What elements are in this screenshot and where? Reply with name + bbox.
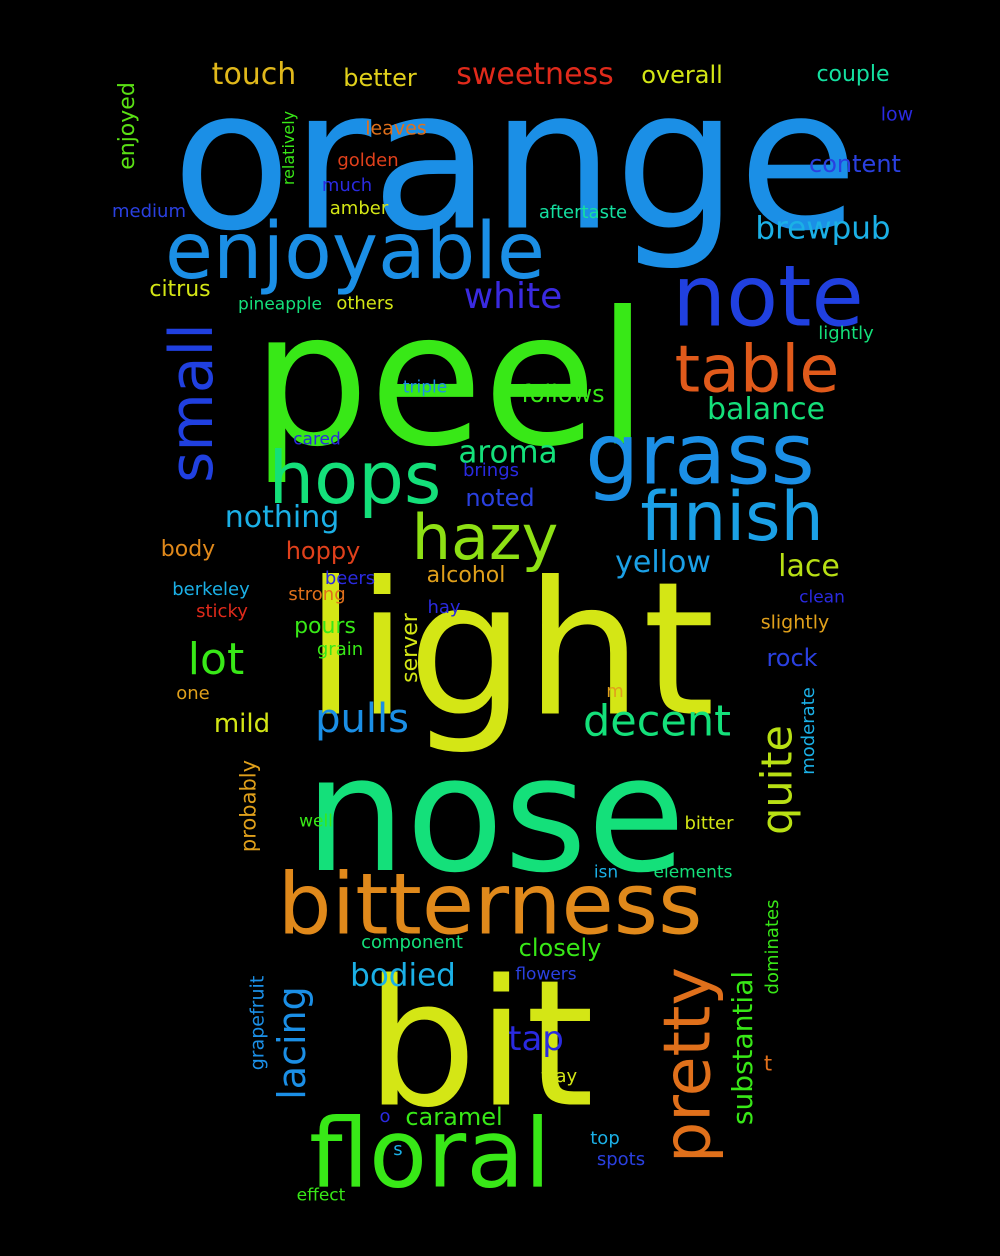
- cloud-word: aftertaste: [538, 202, 628, 223]
- cloud-word: brewpub: [755, 210, 891, 247]
- cloud-word: isn: [593, 862, 619, 883]
- cloud-word: brings: [462, 460, 520, 481]
- cloud-word: pretty: [650, 967, 726, 1163]
- cloud-word: server: [398, 613, 423, 683]
- cloud-word: light: [304, 541, 716, 758]
- cloud-word: body: [160, 537, 216, 562]
- cloud-word: effect: [296, 1185, 346, 1206]
- cloud-word: bitterness: [277, 855, 703, 955]
- cloud-word: top: [590, 1128, 620, 1149]
- cloud-word: strong: [288, 584, 346, 605]
- cloud-word: hoppy: [285, 537, 361, 565]
- cloud-word: couple: [816, 62, 890, 87]
- cloud-word: component: [361, 932, 463, 953]
- cloud-word: flowers: [515, 964, 577, 985]
- cloud-word: lace: [778, 549, 840, 584]
- cloud-word: bit: [365, 943, 595, 1147]
- cloud-word: enjoyable: [165, 207, 545, 297]
- cloud-word: enjoyed: [115, 82, 140, 170]
- cloud-word: follows: [521, 380, 605, 408]
- cloud-word: caramel: [405, 1103, 503, 1131]
- cloud-word: hops: [268, 436, 442, 520]
- cloud-word: pours: [294, 614, 356, 639]
- cloud-word: pineapple: [238, 294, 322, 315]
- cloud-word: triple: [402, 377, 448, 398]
- cloud-word: lacing: [270, 986, 314, 1100]
- cloud-word: citrus: [149, 277, 211, 302]
- cloud-word: note: [672, 247, 864, 347]
- cloud-word: bitter: [684, 813, 734, 834]
- cloud-word: yellow: [615, 545, 711, 580]
- cloud-word: lightly: [818, 323, 874, 344]
- cloud-word: pulls: [315, 696, 409, 742]
- cloud-word: mild: [213, 709, 271, 739]
- cloud-word: grapefruit: [246, 975, 269, 1071]
- cloud-word: leaves: [365, 117, 427, 140]
- cloud-word: decent: [583, 696, 731, 747]
- cloud-word: o: [379, 1106, 391, 1127]
- cloud-word: one: [176, 683, 210, 704]
- cloud-word: moderate: [798, 687, 819, 775]
- cloud-word: lot: [187, 634, 245, 685]
- cloud-word: balance: [706, 392, 826, 427]
- cloud-word: beers: [324, 568, 376, 589]
- cloud-word: floral: [309, 1099, 551, 1210]
- cloud-word: others: [336, 293, 394, 314]
- cloud-word: rock: [766, 644, 818, 672]
- cloud-word: clean: [799, 587, 845, 608]
- cloud-word: grass: [585, 405, 815, 505]
- cloud-word: medium: [112, 201, 186, 222]
- cloud-word: bodied: [350, 957, 456, 994]
- cloud-word: noted: [465, 484, 535, 512]
- cloud-word: well: [299, 811, 333, 832]
- cloud-word: sweetness: [456, 57, 614, 92]
- cloud-word: t: [763, 1051, 773, 1076]
- cloud-word: white: [463, 276, 563, 317]
- cloud-word: orange: [171, 46, 859, 274]
- cloud-word: alcohol: [426, 563, 506, 588]
- cloud-word: peel: [251, 271, 649, 488]
- cloud-word: dominates: [762, 899, 783, 995]
- cloud-word: slightly: [760, 611, 830, 634]
- cloud-word: hazy: [411, 501, 559, 574]
- cloud-word: finish: [640, 478, 824, 557]
- cloud-word: tap: [508, 1019, 564, 1059]
- cloud-word: much: [321, 175, 373, 196]
- cloud-word: aroma: [458, 434, 558, 471]
- cloud-word: m: [606, 681, 624, 702]
- cloud-word: way: [540, 1066, 578, 1087]
- cloud-word: golden: [337, 150, 399, 171]
- cloud-word: spots: [596, 1149, 646, 1170]
- cloud-word: touch: [211, 57, 297, 92]
- cloud-word: relatively: [279, 110, 298, 186]
- cloud-word: table: [674, 332, 840, 408]
- cloud-word: low: [880, 103, 914, 126]
- cloud-word: content: [809, 150, 901, 178]
- cloud-word: cared: [293, 429, 341, 450]
- cloud-word: s: [393, 1139, 403, 1160]
- cloud-word: sticky: [196, 601, 248, 622]
- cloud-word: closely: [518, 934, 602, 962]
- cloud-word: overall: [641, 61, 723, 89]
- cloud-word: hay: [427, 597, 461, 618]
- cloud-word: elements: [653, 862, 733, 883]
- cloud-word: berkeley: [172, 579, 250, 600]
- cloud-word: grain: [316, 639, 364, 660]
- cloud-word: nothing: [224, 500, 340, 535]
- cloud-word: small: [157, 323, 227, 483]
- cloud-word: amber: [329, 198, 389, 219]
- cloud-word: better: [343, 64, 417, 92]
- cloud-word: quite: [752, 725, 803, 835]
- cloud-word: probably: [236, 759, 261, 853]
- cloud-word: nose: [304, 721, 686, 908]
- cloud-word: substantial: [726, 970, 759, 1126]
